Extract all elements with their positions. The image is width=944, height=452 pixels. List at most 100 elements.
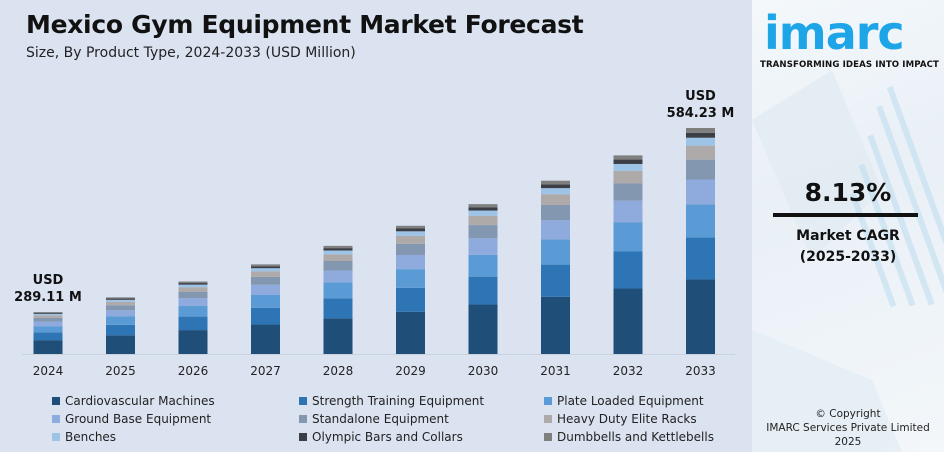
x-tick-label: 2029 (395, 364, 426, 378)
legend-label: Benches (65, 430, 117, 444)
data-label-currency: USD (33, 273, 64, 288)
bar-segment-2025-4 (106, 305, 135, 311)
background-decoration (752, 70, 944, 452)
bar-segment-2033-5 (686, 145, 715, 160)
x-tick-label: 2031 (540, 364, 571, 378)
bar-segment-2031-7 (541, 184, 570, 189)
bar-segment-2025-5 (106, 301, 135, 306)
bar-segment-2032-1 (613, 251, 643, 289)
legend-item: Plate Loaded Equipment (544, 393, 744, 409)
bar-segment-2026-5 (178, 287, 208, 292)
bar-segment-2033-4 (686, 159, 715, 180)
bar-segment-2026-6 (178, 284, 208, 288)
legend-swatch (52, 433, 60, 441)
legend-label: Standalone Equipment (312, 412, 449, 426)
imarc-logo: imarc TRANSFORMING IDEAS INTO IMPACT (760, 10, 939, 70)
bar-segment-2026-0 (178, 330, 208, 354)
bar-segment-2031-5 (541, 194, 570, 205)
bar-segment-2031-6 (541, 188, 570, 195)
bar-segment-2025-3 (106, 310, 135, 317)
legend-swatch (299, 433, 307, 441)
bar-segment-2029-4 (396, 243, 425, 256)
legend-label: Cardiovascular Machines (65, 394, 215, 408)
x-tick-label: 2024 (33, 364, 64, 378)
bar-segment-2027-3 (251, 284, 280, 295)
bar-segment-2026-4 (178, 291, 208, 299)
bar-segment-2030-5 (468, 215, 498, 226)
bar-segment-2027-6 (251, 268, 280, 272)
bar-segment-2024-0 (33, 340, 63, 354)
bar-segment-2027-7 (251, 266, 280, 269)
cagr-value: 8.13% (804, 178, 892, 207)
bar-segment-2027-4 (251, 276, 280, 285)
bar-segment-2033-6 (686, 137, 715, 146)
x-tick-label: 2025 (105, 364, 136, 378)
x-tick-label: 2026 (178, 364, 209, 378)
bar-segment-2026-8 (178, 281, 208, 284)
bar-segment-2032-2 (613, 222, 643, 252)
legend-item: Strength Training Equipment (299, 393, 544, 409)
cagr-label: Market CAGR (2025-2033) (752, 226, 944, 268)
legend-label: Heavy Duty Elite Racks (557, 412, 697, 426)
bar-segment-2030-7 (468, 207, 498, 211)
legend-swatch (52, 397, 60, 405)
bar-segment-2028-1 (323, 298, 353, 319)
bar-segment-2032-4 (613, 183, 643, 201)
bar-segment-2032-6 (613, 163, 643, 171)
copyright-line1: © Copyright (815, 408, 881, 420)
legend-swatch (544, 433, 552, 441)
bar-segment-2031-8 (541, 180, 570, 185)
bar-segment-2030-2 (468, 254, 498, 277)
bar-segment-2033-1 (686, 237, 715, 280)
legend-label: Olympic Bars and Collars (312, 430, 463, 444)
bar-segment-2025-1 (106, 324, 135, 336)
bar-segment-2024-5 (33, 315, 63, 318)
x-tick-label: 2027 (250, 364, 281, 378)
cagr-label-line1: Market CAGR (796, 228, 900, 244)
bar-segment-2033-3 (686, 179, 715, 205)
data-label-value: 584.23 M (667, 106, 735, 121)
bar-segment-2027-0 (251, 324, 280, 354)
bar-segment-2028-8 (323, 245, 353, 249)
bar-segment-2027-8 (251, 264, 280, 267)
legend-item: Benches (52, 429, 299, 445)
chart-panel: Mexico Gym Equipment Market Forecast Siz… (14, 10, 744, 445)
bar-segment-2028-3 (323, 270, 353, 283)
bar-segment-2025-7 (106, 298, 135, 300)
bar-segment-2030-1 (468, 276, 498, 305)
legend-item: Ground Base Equipment (52, 411, 299, 427)
x-tick-label: 2028 (323, 364, 354, 378)
legend-item: Cardiovascular Machines (52, 393, 299, 409)
copyright: © Copyright IMARC Services Private Limit… (752, 407, 944, 449)
bar-segment-2024-3 (33, 321, 63, 327)
bar-segment-2025-8 (106, 297, 135, 299)
bar-segment-2028-5 (323, 254, 353, 261)
bar-segment-2026-7 (178, 283, 208, 285)
logo-tagline: TRANSFORMING IDEAS INTO IMPACT (760, 60, 939, 70)
cagr-divider (773, 213, 918, 217)
bar-segment-2029-8 (396, 225, 425, 229)
bar-segment-2032-0 (613, 288, 643, 354)
bar-segment-2027-5 (251, 271, 280, 277)
bar-segment-2029-5 (396, 235, 425, 244)
bar-segment-2030-3 (468, 238, 498, 255)
bar-segment-2033-7 (686, 132, 715, 138)
bar-segment-2024-6 (33, 313, 63, 316)
legend-label: Plate Loaded Equipment (557, 394, 704, 408)
bar-segment-2024-8 (33, 312, 63, 313)
bar-segment-2031-1 (541, 264, 570, 297)
chart-subtitle: Size, By Product Type, 2024-2033 (USD Mi… (26, 45, 356, 61)
chart-title: Mexico Gym Equipment Market Forecast (26, 10, 584, 39)
bar-segment-2027-1 (251, 307, 280, 325)
bar-segment-2026-2 (178, 306, 208, 317)
bar-segment-2032-5 (613, 170, 643, 184)
bar-segment-2029-0 (396, 311, 425, 354)
bar-segment-2028-4 (323, 260, 353, 271)
bar-segment-2028-7 (323, 248, 353, 251)
bar-segment-2032-8 (613, 155, 643, 160)
info-panel: imarc TRANSFORMING IDEAS INTO IMPACT 8.1… (752, 0, 944, 452)
bar-segment-2026-3 (178, 298, 208, 307)
legend-label: Dumbbells and Kettlebells (557, 430, 714, 444)
logo-wordmark: imarc (764, 6, 905, 60)
legend-label: Strength Training Equipment (312, 394, 485, 408)
